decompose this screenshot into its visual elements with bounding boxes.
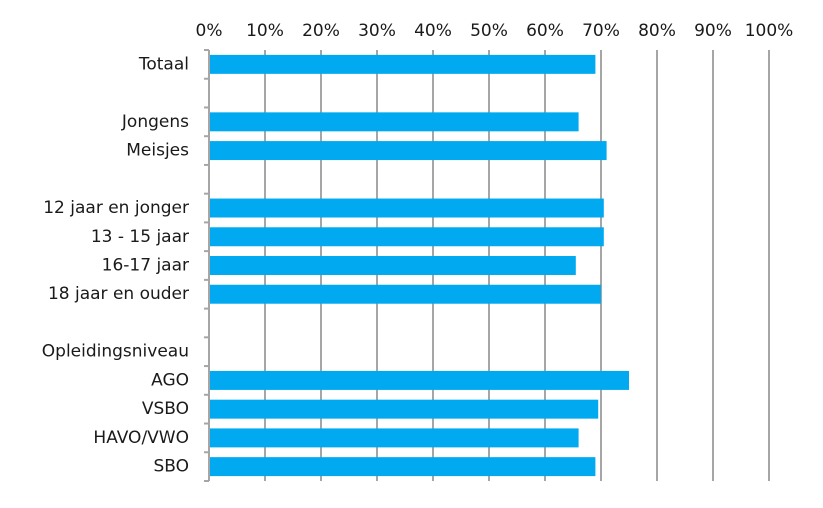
category-label-8: 18 jaar en ouder: [48, 284, 189, 304]
category-label-3: Meisjes: [126, 141, 189, 161]
category-labels: Totaal Jongens Meisjes 12 jaar en jonger 13 …: [42, 54, 189, 476]
category-label-6: 13 - 15 jaar: [91, 227, 189, 247]
x-tick-label-90: 90%: [694, 21, 732, 41]
category-label-2: Jongens: [121, 112, 189, 132]
bar-3: [210, 141, 607, 161]
bar-13: [210, 428, 579, 448]
bar-6: [210, 227, 604, 247]
x-tick-label-20: 20%: [302, 21, 340, 41]
category-label-10: Opleidingsniveau: [42, 342, 189, 362]
x-tick-label-100: 100%: [745, 21, 794, 41]
x-tick-label-0: 0%: [196, 21, 223, 41]
bar-14: [210, 457, 596, 477]
bar-7: [210, 256, 576, 275]
x-tick-label-80: 80%: [638, 21, 676, 41]
category-label-5: 12 jaar en jonger: [43, 198, 189, 218]
x-tick-label-10: 10%: [246, 21, 284, 41]
x-tick-label-50: 50%: [470, 21, 508, 41]
bar-8: [210, 284, 601, 304]
bars: [210, 54, 629, 477]
bar-11: [210, 370, 629, 390]
category-axis: [204, 49, 210, 482]
category-label-12: VSBO: [142, 399, 189, 419]
bar-12: [210, 399, 599, 419]
bar-2: [210, 112, 579, 132]
x-tick-label-60: 60%: [526, 21, 564, 41]
category-label-14: SBO: [153, 457, 189, 477]
x-tick-label-70: 70%: [582, 21, 620, 41]
category-label-7: 16-17 jaar: [102, 256, 189, 276]
category-label-11: AGO: [151, 370, 189, 390]
bar-0: [210, 54, 596, 74]
x-tick-label-30: 30%: [358, 21, 396, 41]
bar-5: [210, 198, 604, 218]
x-tick-label-40: 40%: [414, 21, 452, 41]
category-label-13: HAVO/VWO: [93, 428, 189, 448]
category-label-0: Totaal: [138, 54, 189, 74]
x-tick-labels: 0% 10% 20% 30% 40% 50% 60% 70% 80% 90% 100%: [196, 21, 794, 41]
